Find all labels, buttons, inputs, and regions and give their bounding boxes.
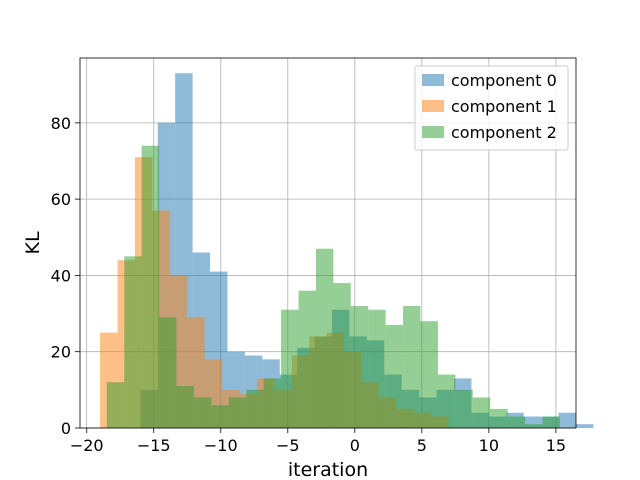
histogram-bar [263,378,282,428]
legend-box [414,65,569,151]
histogram-bar [333,283,351,428]
histogram-bar [193,397,212,428]
histogram-bar [455,389,473,428]
x-tick-label: 15 [546,436,566,455]
legend-swatch [422,100,444,112]
legend: component 0 component 1 component 2 [414,65,569,151]
histogram-bar [211,405,229,428]
histogram-bar [246,389,264,428]
histogram-bar [525,424,543,428]
histogram-bar [420,321,438,428]
histogram-bar [558,412,576,428]
y-tick-label: 40 [51,266,71,285]
histogram-bar [176,386,194,428]
histogram-bar [298,290,316,428]
x-axis-title: iteration [288,459,368,480]
legend-swatch [422,74,444,86]
histogram-bar [403,305,421,428]
y-tick-label: 60 [51,190,71,209]
legend-swatch [422,126,444,138]
y-tick-label: 80 [51,114,71,133]
x-tick-label: 0 [350,436,360,455]
histogram-bar [106,382,125,428]
legend-label: component 1 [451,97,557,116]
y-tick-label: 0 [61,419,71,438]
legend-label: component 2 [451,123,557,142]
histogram-bar [437,374,456,428]
histogram-bar [507,416,526,428]
x-tick-label: −15 [137,436,171,455]
x-tick-label: −20 [70,436,104,455]
plot-frame [79,57,577,429]
histogram-bar [368,309,386,428]
histogram-bar [576,424,594,428]
x-tick-label: −10 [204,436,238,455]
y-axis-title: KL [22,231,44,254]
histogram-bar [350,305,369,428]
series-2-bars [106,145,560,428]
histogram-bar [385,325,404,428]
legend-label: component 0 [451,71,557,90]
histogram-bar [472,397,491,428]
y-tick-label: 20 [51,343,71,362]
histogram-bar [281,309,299,428]
histogram-bar [159,317,177,428]
histogram-bar [141,145,160,428]
histogram-bar [542,416,560,428]
histogram-bar [523,416,542,428]
axis-ticks: −20 −15 −10 −5 0 5 10 15 0 20 40 60 80 [51,114,566,455]
histogram-bars [100,73,594,429]
histogram-bar [124,256,142,428]
histogram-bar [228,397,247,428]
histogram-bar [315,248,334,428]
x-tick-label: 5 [417,436,427,455]
x-tick-label: −5 [276,436,300,455]
x-tick-label: 10 [479,436,499,455]
histogram-bar [490,408,508,428]
